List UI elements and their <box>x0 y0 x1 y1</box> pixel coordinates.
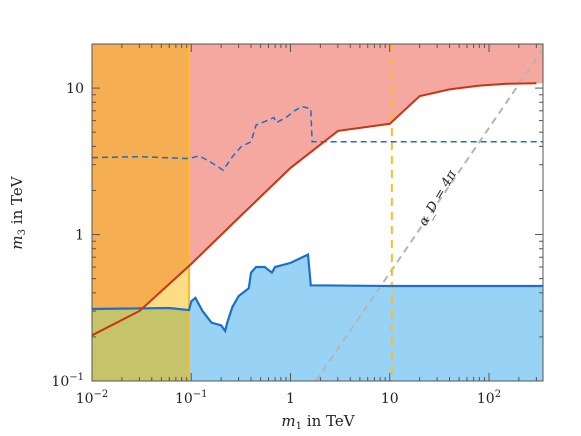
red-region <box>92 44 543 336</box>
plot-frame <box>91 43 544 382</box>
red-solid-line <box>92 82 537 337</box>
y-tick-label: 10−1 <box>51 372 84 390</box>
y-axis-label: m3 in TeV <box>8 175 28 249</box>
lines-layer <box>92 44 543 381</box>
ticks-layer <box>91 43 543 382</box>
x-axis-label: m1 in TeV <box>281 412 355 432</box>
blue-solid-line <box>92 252 543 334</box>
x-tick-label: 102 <box>477 389 501 407</box>
x-tick-label: 1 <box>286 391 295 407</box>
x-tick-label: 10−2 <box>76 389 109 407</box>
x-tick-label: 10−1 <box>175 389 208 407</box>
y-tick-label: 10 <box>66 81 84 97</box>
y-tick-label: 1 <box>75 228 84 244</box>
olive-region <box>92 308 189 381</box>
x-tick-label: 10 <box>381 391 399 407</box>
